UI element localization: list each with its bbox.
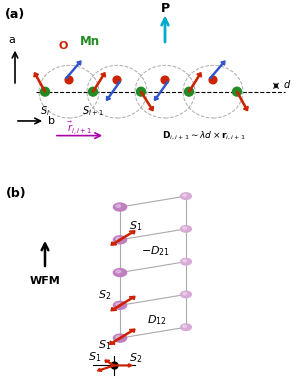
Circle shape (183, 325, 187, 327)
Text: Mn: Mn (80, 36, 100, 49)
Text: $S_1$: $S_1$ (98, 338, 112, 352)
Circle shape (181, 291, 191, 298)
Text: (b): (b) (6, 187, 27, 200)
Circle shape (232, 87, 242, 96)
Circle shape (181, 258, 191, 265)
Circle shape (116, 205, 121, 207)
Circle shape (113, 76, 121, 84)
Text: $S_1$: $S_1$ (129, 219, 142, 233)
Text: $S_2$: $S_2$ (129, 351, 142, 365)
Circle shape (136, 87, 146, 96)
Text: $\mathbf{D}_{i,i+1}{\sim}\lambda d\times\mathbf{r}_{i,i+1}$: $\mathbf{D}_{i,i+1}{\sim}\lambda d\times… (162, 129, 246, 142)
Text: a: a (8, 35, 15, 45)
Circle shape (40, 87, 50, 96)
Circle shape (116, 303, 121, 306)
Circle shape (113, 203, 127, 211)
Circle shape (113, 269, 127, 277)
FancyArrow shape (110, 337, 122, 345)
Circle shape (181, 226, 191, 232)
FancyArrow shape (118, 231, 135, 241)
FancyArrow shape (106, 81, 120, 100)
Text: $S_2$: $S_2$ (98, 288, 112, 302)
Text: WFM: WFM (30, 276, 60, 286)
Circle shape (181, 193, 191, 199)
FancyArrow shape (66, 61, 81, 79)
Text: $D_{12}$: $D_{12}$ (147, 314, 167, 327)
FancyArrow shape (188, 73, 201, 92)
FancyArrow shape (118, 296, 135, 307)
FancyArrow shape (154, 81, 168, 100)
Text: $\vec{r}_{i,i+1}$: $\vec{r}_{i,i+1}$ (67, 120, 92, 137)
Circle shape (113, 334, 127, 342)
Circle shape (116, 336, 121, 338)
Circle shape (113, 236, 127, 244)
Text: d: d (284, 80, 290, 90)
FancyArrow shape (98, 365, 114, 371)
FancyArrow shape (114, 364, 132, 367)
Circle shape (209, 76, 217, 84)
Circle shape (183, 260, 187, 262)
Circle shape (161, 76, 169, 84)
Circle shape (183, 194, 187, 196)
Circle shape (184, 87, 194, 96)
Text: $S_i$: $S_i$ (40, 104, 50, 118)
FancyArrow shape (236, 91, 248, 111)
FancyArrow shape (34, 73, 46, 92)
Circle shape (181, 324, 191, 330)
Text: $S_{i+1}$: $S_{i+1}$ (82, 104, 104, 118)
Circle shape (116, 237, 121, 240)
Circle shape (113, 301, 127, 309)
FancyArrow shape (111, 239, 122, 245)
FancyArrow shape (118, 329, 135, 339)
Circle shape (88, 87, 98, 96)
FancyArrow shape (92, 73, 105, 92)
Text: b: b (48, 116, 55, 126)
FancyArrow shape (105, 360, 114, 366)
Text: (a): (a) (4, 8, 25, 21)
Circle shape (183, 227, 187, 229)
Circle shape (116, 270, 121, 273)
Text: $-D_{21}$: $-D_{21}$ (141, 244, 170, 258)
Circle shape (183, 293, 187, 295)
Text: $S_1$: $S_1$ (88, 350, 102, 364)
Text: P: P (160, 2, 169, 15)
FancyArrow shape (140, 91, 153, 111)
FancyArrow shape (111, 304, 122, 311)
Text: O: O (58, 41, 68, 51)
Circle shape (65, 76, 73, 84)
FancyArrow shape (210, 61, 225, 79)
